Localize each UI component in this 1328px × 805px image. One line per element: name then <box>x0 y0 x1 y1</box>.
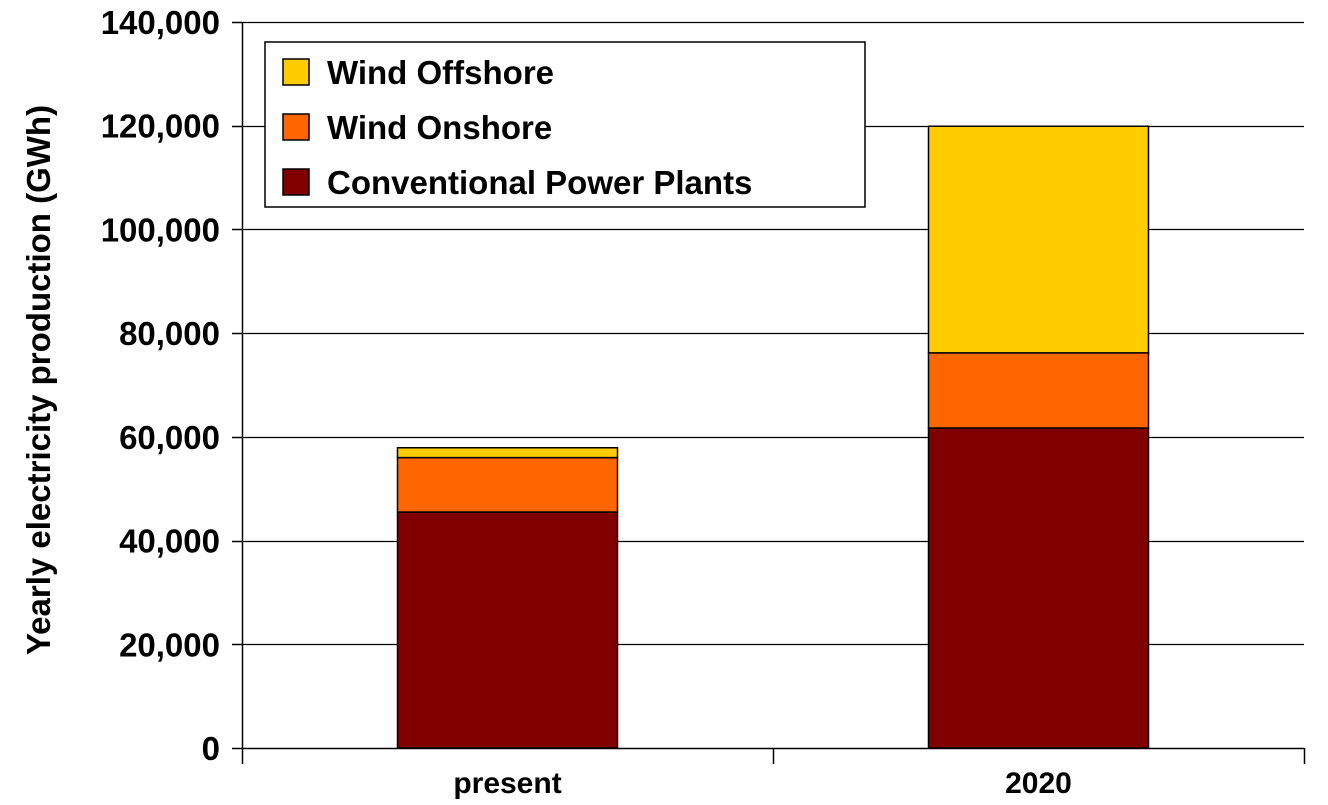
legend-label: Wind Onshore <box>327 109 552 146</box>
legend-swatch <box>282 58 310 86</box>
y-tick-label: 40,000 <box>119 523 220 560</box>
bars <box>396 125 1150 749</box>
legend-swatch <box>282 113 310 141</box>
y-tick-label: 140,000 <box>101 4 220 41</box>
legend-swatch <box>282 168 310 196</box>
y-axis-label: Yearly electricity production (GWh) <box>20 105 57 655</box>
y-tick-label: 20,000 <box>119 626 220 663</box>
y-tick-label: 0 <box>202 730 220 767</box>
bar-segment <box>927 125 1150 354</box>
y-tick-label: 100,000 <box>101 211 220 248</box>
legend-box <box>264 41 866 208</box>
y-tick-label: 120,000 <box>101 108 220 145</box>
bar-segment <box>396 446 619 459</box>
bar-segment <box>396 511 619 749</box>
y-tick-label: 60,000 <box>119 419 220 456</box>
x-category-label: 2020 <box>1005 767 1072 800</box>
x-category-labels: present 2020 <box>453 767 1072 800</box>
bar-segment <box>927 427 1150 749</box>
bar-segment <box>396 456 619 513</box>
legend: Wind Offshore Wind Onshore Conventional Po… <box>264 41 866 208</box>
axes <box>232 21 1306 764</box>
bar-segment <box>927 352 1150 429</box>
y-tick-label: 80,000 <box>119 315 220 352</box>
legend-label: Conventional Power Plants <box>327 164 752 201</box>
legend-label: Wind Offshore <box>327 54 554 91</box>
y-tick-labels: 0 20,000 40,000 60,000 80,000 100,000 120,000 1… <box>101 4 220 767</box>
x-category-label: present <box>453 767 561 800</box>
